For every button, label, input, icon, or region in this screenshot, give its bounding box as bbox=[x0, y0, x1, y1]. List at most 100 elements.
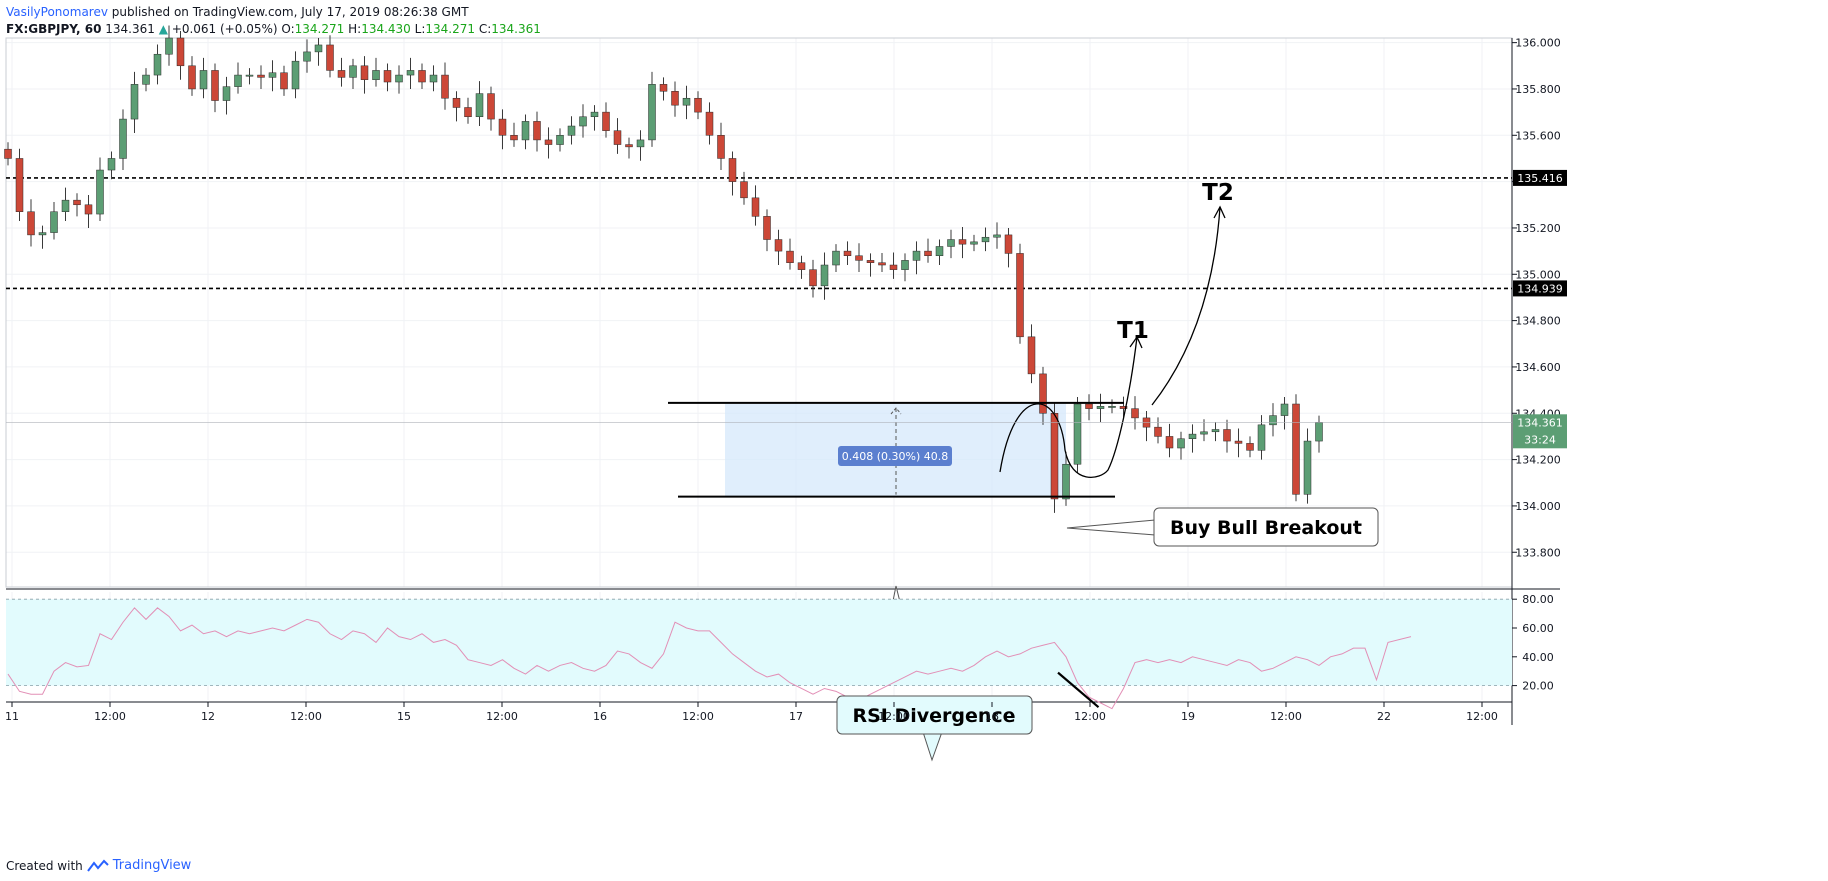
candle-body bbox=[1234, 440, 1243, 444]
candle-body bbox=[1303, 440, 1312, 495]
annotation-t2: T2 bbox=[1202, 180, 1234, 206]
candle bbox=[510, 122, 518, 147]
candle-body bbox=[1085, 403, 1093, 409]
time-tick-label: 16 bbox=[593, 710, 607, 723]
candle-body bbox=[38, 232, 47, 236]
candle bbox=[1050, 403, 1059, 513]
candle-body bbox=[84, 204, 93, 215]
candle-body bbox=[498, 118, 507, 136]
candle-body bbox=[1062, 463, 1070, 500]
candle-body bbox=[786, 250, 794, 263]
candle-body bbox=[602, 111, 610, 131]
ohlc-legend: FX:GBPJPY, 60 134.361 ▲ +0.061 (+0.05%) … bbox=[6, 22, 541, 36]
candle bbox=[544, 127, 553, 159]
candle-body bbox=[947, 239, 955, 247]
candle bbox=[1177, 431, 1185, 460]
time-tick-label: 18 bbox=[985, 710, 999, 723]
time-tick-label: 15 bbox=[397, 710, 411, 723]
candle bbox=[521, 114, 530, 150]
candle bbox=[464, 97, 472, 124]
candle-body bbox=[671, 91, 679, 106]
candle bbox=[1292, 394, 1300, 502]
low-value: 134.271 bbox=[425, 22, 475, 36]
candle bbox=[866, 253, 875, 277]
candle-body bbox=[1269, 415, 1277, 426]
candle-body bbox=[1154, 426, 1162, 437]
candle-body bbox=[1165, 436, 1174, 449]
candle-body bbox=[372, 70, 380, 80]
candle bbox=[889, 252, 898, 279]
candle bbox=[303, 39, 311, 73]
candle-body bbox=[993, 234, 1001, 238]
created-with-label: Created with bbox=[6, 858, 83, 873]
time-tick-label: 12:00 bbox=[682, 710, 714, 723]
tradingview-logo-icon bbox=[86, 859, 109, 872]
candle-body bbox=[349, 65, 357, 78]
candle-body bbox=[728, 158, 737, 182]
high-label: H: bbox=[348, 22, 362, 36]
candle bbox=[1096, 393, 1105, 423]
candle-body bbox=[901, 260, 909, 270]
candle bbox=[15, 148, 24, 221]
author-link[interactable]: VasilyPonomarev bbox=[6, 5, 108, 19]
candle-body bbox=[326, 44, 334, 71]
candle-body bbox=[418, 70, 426, 83]
price-tick-label: 134.800 bbox=[1515, 315, 1561, 328]
candle bbox=[61, 187, 70, 221]
candle-body bbox=[694, 97, 702, 113]
time-tick-label: 12:00 bbox=[1074, 710, 1106, 723]
candle bbox=[1085, 394, 1093, 421]
candle-body bbox=[567, 125, 576, 136]
candle bbox=[234, 62, 242, 94]
candle-body bbox=[878, 262, 886, 266]
price-change: +0.061 (+0.05%) bbox=[171, 22, 278, 36]
candle-body bbox=[648, 84, 656, 141]
candle bbox=[1315, 415, 1323, 453]
price-tick-label: 134.000 bbox=[1515, 500, 1561, 513]
symbol-label: FX:GBPJPY, 60 bbox=[6, 22, 102, 36]
candle bbox=[441, 62, 449, 110]
candle bbox=[199, 57, 208, 99]
price-tag-box bbox=[1513, 169, 1567, 186]
candle bbox=[625, 137, 633, 159]
close-value: 134.361 bbox=[491, 22, 541, 36]
candle bbox=[222, 76, 231, 115]
rsi-tick-label: 60.00 bbox=[1522, 622, 1554, 635]
candle bbox=[1200, 419, 1208, 442]
callout-pointer bbox=[1066, 519, 1156, 536]
time-tick-label: 19 bbox=[1181, 710, 1195, 723]
candle bbox=[188, 56, 196, 96]
candle bbox=[1004, 227, 1013, 268]
candle-body bbox=[740, 181, 748, 199]
candle bbox=[349, 58, 357, 89]
candle-body bbox=[1188, 433, 1197, 439]
candle-body bbox=[280, 72, 288, 90]
candle-body bbox=[1131, 408, 1139, 419]
candle bbox=[395, 65, 403, 94]
candle-body bbox=[475, 93, 484, 118]
price-tick-label: 136.000 bbox=[1515, 37, 1561, 50]
bar-countdown-label: 33:24 bbox=[1524, 433, 1556, 446]
candle bbox=[84, 195, 93, 228]
time-tick-label: 12:00 bbox=[878, 710, 910, 723]
close-label: C: bbox=[478, 22, 492, 36]
candle-body bbox=[774, 239, 783, 252]
candle-body bbox=[234, 74, 242, 87]
candle-body bbox=[119, 118, 127, 159]
candle bbox=[556, 128, 564, 152]
candle bbox=[498, 109, 507, 150]
publish-info: VasilyPonomarev published on TradingView… bbox=[6, 5, 469, 19]
tradingview-link[interactable]: TradingView bbox=[112, 858, 192, 873]
price-axis: 136.000135.800135.600135.400135.200135.0… bbox=[1512, 37, 1561, 559]
candle-body bbox=[1315, 422, 1323, 442]
candle-body bbox=[291, 60, 300, 90]
time-axis: 11 12:00 12 12:00 15 12:00 16 12:00 17 12:00 18 12:… bbox=[5, 702, 1498, 723]
candle bbox=[153, 44, 162, 85]
candle bbox=[648, 71, 656, 147]
candle bbox=[1073, 397, 1082, 474]
price-tick-label: 135.200 bbox=[1515, 222, 1561, 235]
candle-body bbox=[176, 37, 185, 67]
candles bbox=[4, 25, 1323, 513]
candle bbox=[843, 241, 852, 266]
